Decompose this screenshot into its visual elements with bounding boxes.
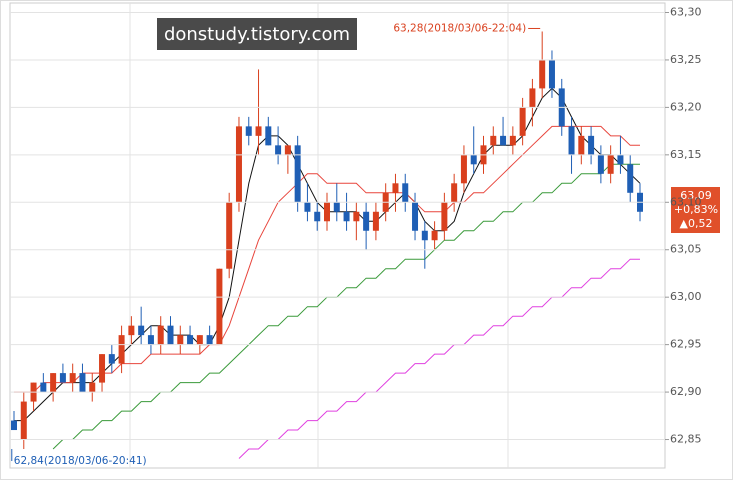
watermark: donstudy.tistory.com — [164, 24, 350, 45]
candle-body — [206, 335, 213, 345]
candle-body — [500, 135, 507, 146]
y-tick-label: 63,00 — [670, 290, 702, 303]
candle-body — [216, 268, 223, 345]
candle-body — [275, 145, 282, 155]
candle-body — [50, 373, 57, 393]
candle-body — [324, 202, 330, 222]
candle-body — [196, 335, 203, 345]
candle-body — [314, 211, 321, 222]
y-tick-label: 63,30 — [670, 5, 702, 18]
plot-area — [9, 2, 666, 469]
last-price: 63,09 — [680, 189, 712, 202]
candle-body — [294, 145, 301, 203]
candle-body — [441, 202, 448, 231]
candle-body — [167, 325, 174, 345]
high-annotation: 63,28(2018/03/06-22:04) — [393, 22, 526, 34]
candle-body — [529, 88, 536, 108]
candle-body — [597, 154, 604, 174]
moving-average-line — [14, 125, 640, 393]
candle-body — [519, 107, 526, 136]
candle-body — [284, 145, 291, 155]
low-annotation: 62,84(2018/03/06-20:41) — [14, 455, 147, 467]
candle-body — [59, 373, 66, 383]
last-change-pct: +0,83% — [674, 203, 718, 216]
candle-body — [11, 420, 17, 431]
y-tick-label: 63,25 — [670, 53, 702, 66]
candle-body — [490, 135, 497, 146]
candle-body — [177, 335, 184, 345]
candle-body — [607, 154, 614, 174]
candle-body — [509, 135, 516, 146]
last-change: ▲0,52 — [680, 217, 713, 230]
candle-body — [304, 202, 311, 212]
candle-body — [108, 354, 115, 364]
y-tick-label: 63,10 — [670, 195, 702, 208]
candle-body — [128, 325, 135, 336]
candle-body — [147, 335, 154, 345]
last-price-box — [671, 187, 720, 233]
candle-body — [617, 154, 624, 165]
candle-body — [138, 325, 145, 336]
candle-body — [118, 335, 125, 364]
candle-body — [460, 154, 467, 184]
candle-body — [578, 135, 585, 155]
candle-body — [627, 164, 634, 193]
candle-body — [451, 183, 458, 203]
candle-body — [40, 382, 47, 393]
candle-body — [421, 230, 428, 241]
candle-body — [157, 325, 164, 345]
y-tick-label: 62,85 — [670, 433, 702, 446]
candle-body — [392, 183, 399, 193]
candle-body — [333, 202, 340, 212]
candle-body — [353, 211, 360, 222]
candle-body — [20, 401, 27, 440]
y-tick-label: 62,90 — [670, 385, 702, 398]
candle-body — [245, 126, 252, 136]
y-tick-label: 62,95 — [670, 338, 702, 351]
candle-body — [412, 202, 419, 231]
candle-body — [255, 126, 262, 136]
candle-body — [79, 373, 86, 393]
candle-body — [548, 59, 555, 89]
candle-body — [89, 382, 96, 393]
candle-body — [431, 230, 438, 241]
y-tick-label: 63,20 — [670, 100, 702, 113]
moving-average-line — [238, 258, 640, 459]
y-tick-label: 63,15 — [670, 148, 702, 161]
watermark-box — [157, 18, 357, 50]
candle-body — [226, 202, 233, 269]
candle-body — [69, 373, 76, 383]
candle-body — [402, 183, 409, 203]
moving-average-line — [52, 163, 640, 450]
candle-body — [187, 335, 194, 345]
candle-body — [343, 211, 350, 222]
candle-body — [539, 59, 546, 89]
candle-body — [265, 126, 272, 146]
candle-body — [568, 126, 575, 155]
candle-body — [588, 135, 595, 155]
y-tick-label: 63,05 — [670, 243, 702, 256]
candle-body — [372, 211, 379, 231]
candle-body — [235, 126, 242, 203]
candle-body — [363, 211, 370, 231]
candle-body — [470, 154, 477, 165]
candle-body — [99, 354, 106, 383]
